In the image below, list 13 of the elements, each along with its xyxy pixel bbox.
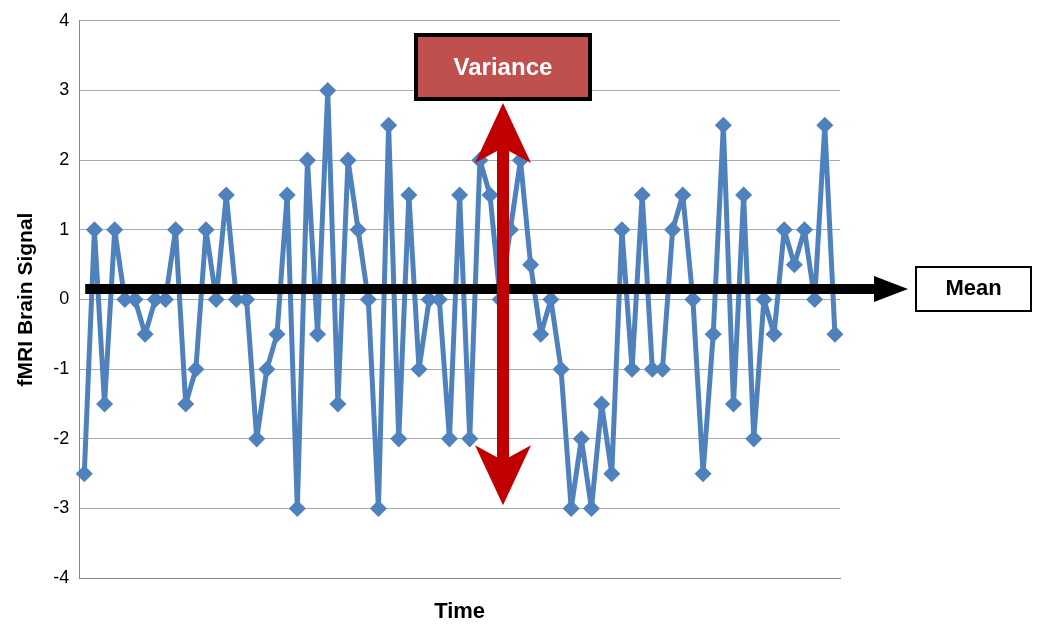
text-box: Variance	[413, 32, 592, 101]
y-tick-label: -4	[53, 567, 70, 588]
y-tick-label: 4	[59, 9, 70, 30]
y-tick-label: 2	[59, 149, 70, 170]
y-axis-title: fMRI Brain Signal	[13, 212, 37, 387]
x-axis-title: Time	[434, 597, 486, 623]
ref-line-label: Mean	[945, 275, 1002, 301]
y-tick-label: 3	[59, 79, 70, 100]
y-tick-label: 1	[59, 218, 70, 239]
y-tick-label: 0	[59, 288, 70, 309]
y-tick-label: -2	[53, 427, 70, 448]
y-tick-label: -3	[53, 497, 70, 518]
y-tick-label: -1	[53, 358, 70, 379]
